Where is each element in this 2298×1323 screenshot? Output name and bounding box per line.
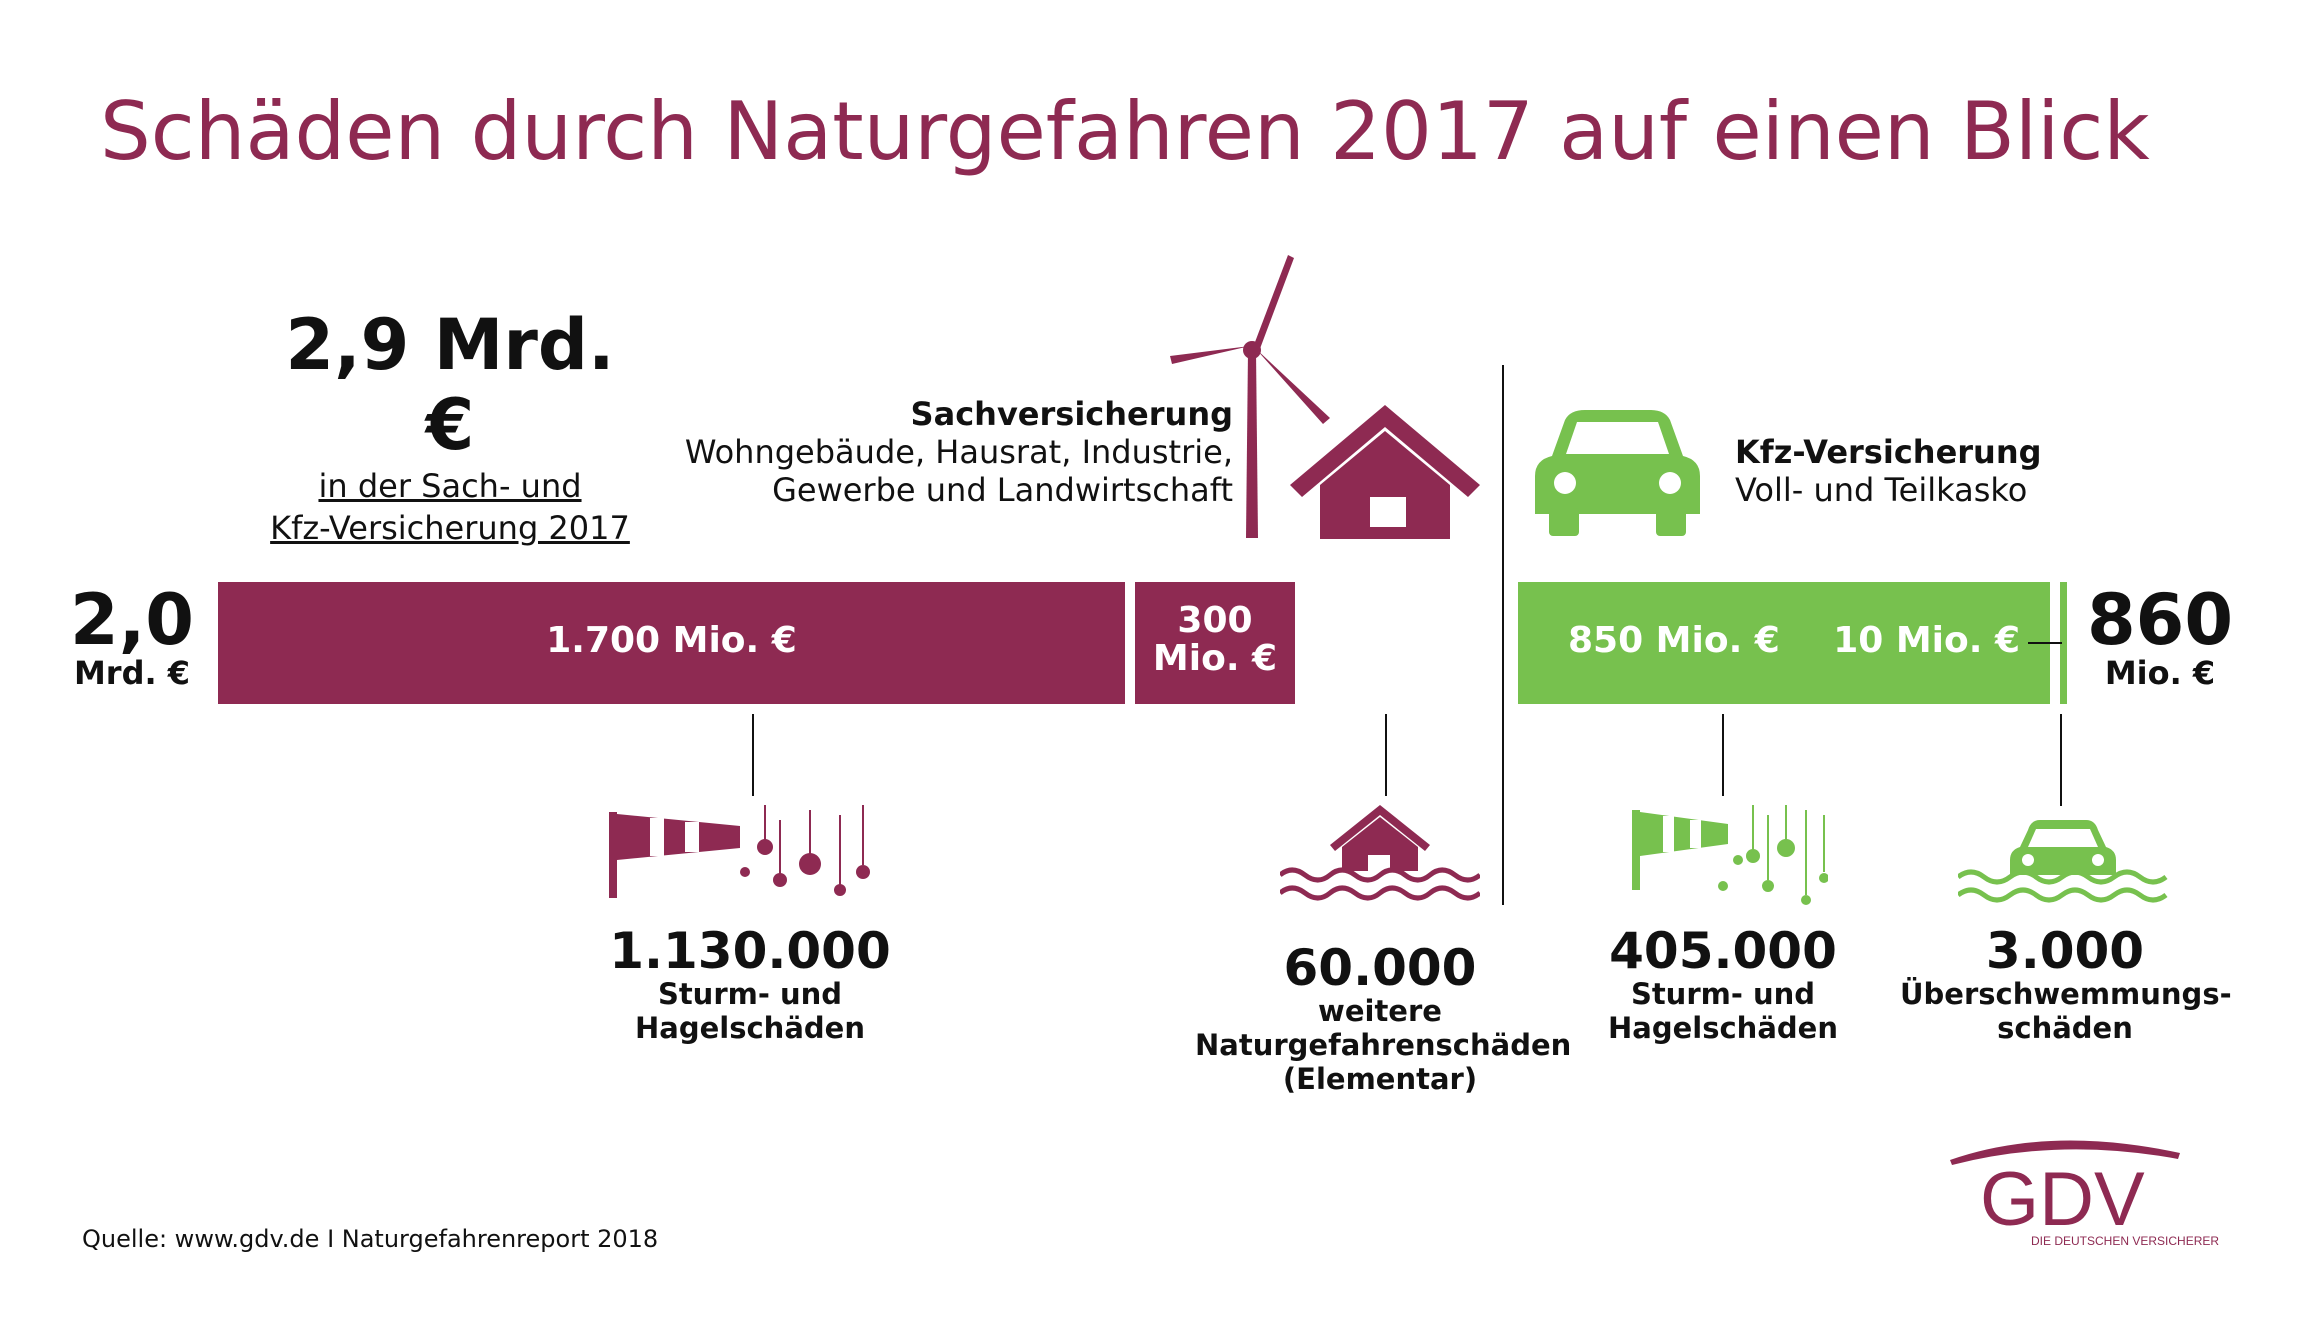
flood-house-icon	[1280, 805, 1480, 901]
car-icon	[1535, 410, 1700, 536]
kfz-label: Kfz-Versicherung Voll- und Teilkasko	[1735, 433, 2042, 509]
bar-sach-sturm: 1.700 Mio. €	[218, 582, 1125, 704]
sach-desc-line1: Wohngebäude, Hausrat, Industrie,	[684, 433, 1233, 471]
total-value: 2,9 Mrd. €	[285, 304, 615, 466]
flood-car-icon	[1958, 820, 2168, 903]
connector-line	[1722, 714, 1724, 796]
bar-label-300-unit: Mio. €	[1152, 638, 1278, 679]
kfz-title: Kfz-Versicherung	[1735, 433, 2042, 471]
kfz-total-value: 860	[2086, 579, 2234, 661]
stat-sach-sturm: 1.130.000 Sturm- und Hagelschäden	[600, 925, 900, 1045]
stat-desc-line1: weitere	[1318, 994, 1442, 1028]
kfz-total-unit: Mio. €	[2104, 654, 2216, 692]
wind-turbine-icon	[1170, 255, 1330, 538]
source-note: Quelle: www.gdv.de I Naturgefahrenreport…	[82, 1225, 659, 1253]
stat-desc-line2: Hagelschäden	[635, 1011, 865, 1045]
connector-line	[752, 714, 754, 796]
bar-kfz-sturm: 850 Mio. € 10 Mio. €	[1518, 582, 2050, 704]
total-subtitle-line1: in der Sach- und	[318, 467, 582, 505]
bar-label-1700: 1.700 Mio. €	[546, 620, 797, 661]
stat-desc-line1: Überschwemmungs-	[1900, 977, 2232, 1011]
bar-kfz-flood	[2060, 582, 2067, 704]
bar-label-300: 300 Mio. €	[1135, 602, 1295, 678]
stat-number: 405.000	[1609, 922, 1837, 980]
gdv-logo: GDV DIE DEUTSCHEN VERSICHERER	[1950, 1140, 2219, 1248]
sach-label: Sachversicherung Wohngebäude, Hausrat, I…	[685, 395, 1233, 509]
total-subtitle-line2: Kfz-Versicherung 2017	[270, 509, 630, 547]
leader-line-10	[2028, 642, 2062, 644]
divider	[1502, 365, 1504, 905]
sach-desc-line2: Gewerbe und Landwirtschaft	[772, 471, 1233, 509]
connector-line	[2060, 714, 2062, 806]
page-title: Schäden durch Naturgefahren 2017 auf ein…	[100, 85, 2150, 178]
stat-kfz-sturm: 405.000 Sturm- und Hagelschäden	[1573, 925, 1873, 1045]
stat-number: 60.000	[1283, 939, 1477, 997]
bar-label-300-value: 300	[1177, 600, 1253, 641]
bar-label-10: 10 Mio. €	[1833, 620, 2020, 661]
stat-sach-elementar: 60.000 weitere Naturgefahrenschäden (Ele…	[1195, 939, 1572, 1096]
sach-total-value: 2,0	[69, 579, 194, 661]
stat-number: 3.000	[1985, 922, 2145, 980]
total-summary: 2,9 Mrd. € in der Sach- und Kfz-Versiche…	[255, 305, 645, 549]
house-icon	[1290, 405, 1480, 539]
kfz-total: 860 Mio. €	[2080, 585, 2240, 691]
stat-desc-line2: Hagelschäden	[1608, 1011, 1838, 1045]
stat-kfz-flood: 3.000 Überschwemmungs- schäden	[1900, 922, 2232, 1045]
kfz-desc-line1: Voll- und Teilkasko	[1735, 471, 2028, 509]
stat-number: 1.130.000	[609, 922, 891, 980]
bar-sach-elementar: 300 Mio. €	[1135, 582, 1295, 704]
stat-desc-line1: Sturm- und	[1630, 977, 1816, 1011]
sach-title: Sachversicherung	[910, 395, 1233, 433]
stat-desc-line2: Naturgefahrenschäden	[1195, 1028, 1572, 1062]
stat-desc-line1: Sturm- und	[657, 977, 843, 1011]
connector-line	[1385, 714, 1387, 796]
logo-tagline: DIE DEUTSCHEN VERSICHERER	[2031, 1234, 2219, 1248]
bar-label-850: 850 Mio. €	[1568, 620, 1780, 661]
stat-desc-line2: schäden	[1997, 1011, 2133, 1045]
sach-total: 2,0 Mrd. €	[62, 585, 202, 691]
windsock-hail-icon	[1632, 805, 1828, 905]
sach-total-unit: Mrd. €	[73, 654, 191, 692]
logo-text: GDV	[1980, 1157, 2145, 1242]
windsock-hail-icon	[609, 805, 870, 898]
stat-desc-line3: (Elementar)	[1282, 1062, 1478, 1096]
